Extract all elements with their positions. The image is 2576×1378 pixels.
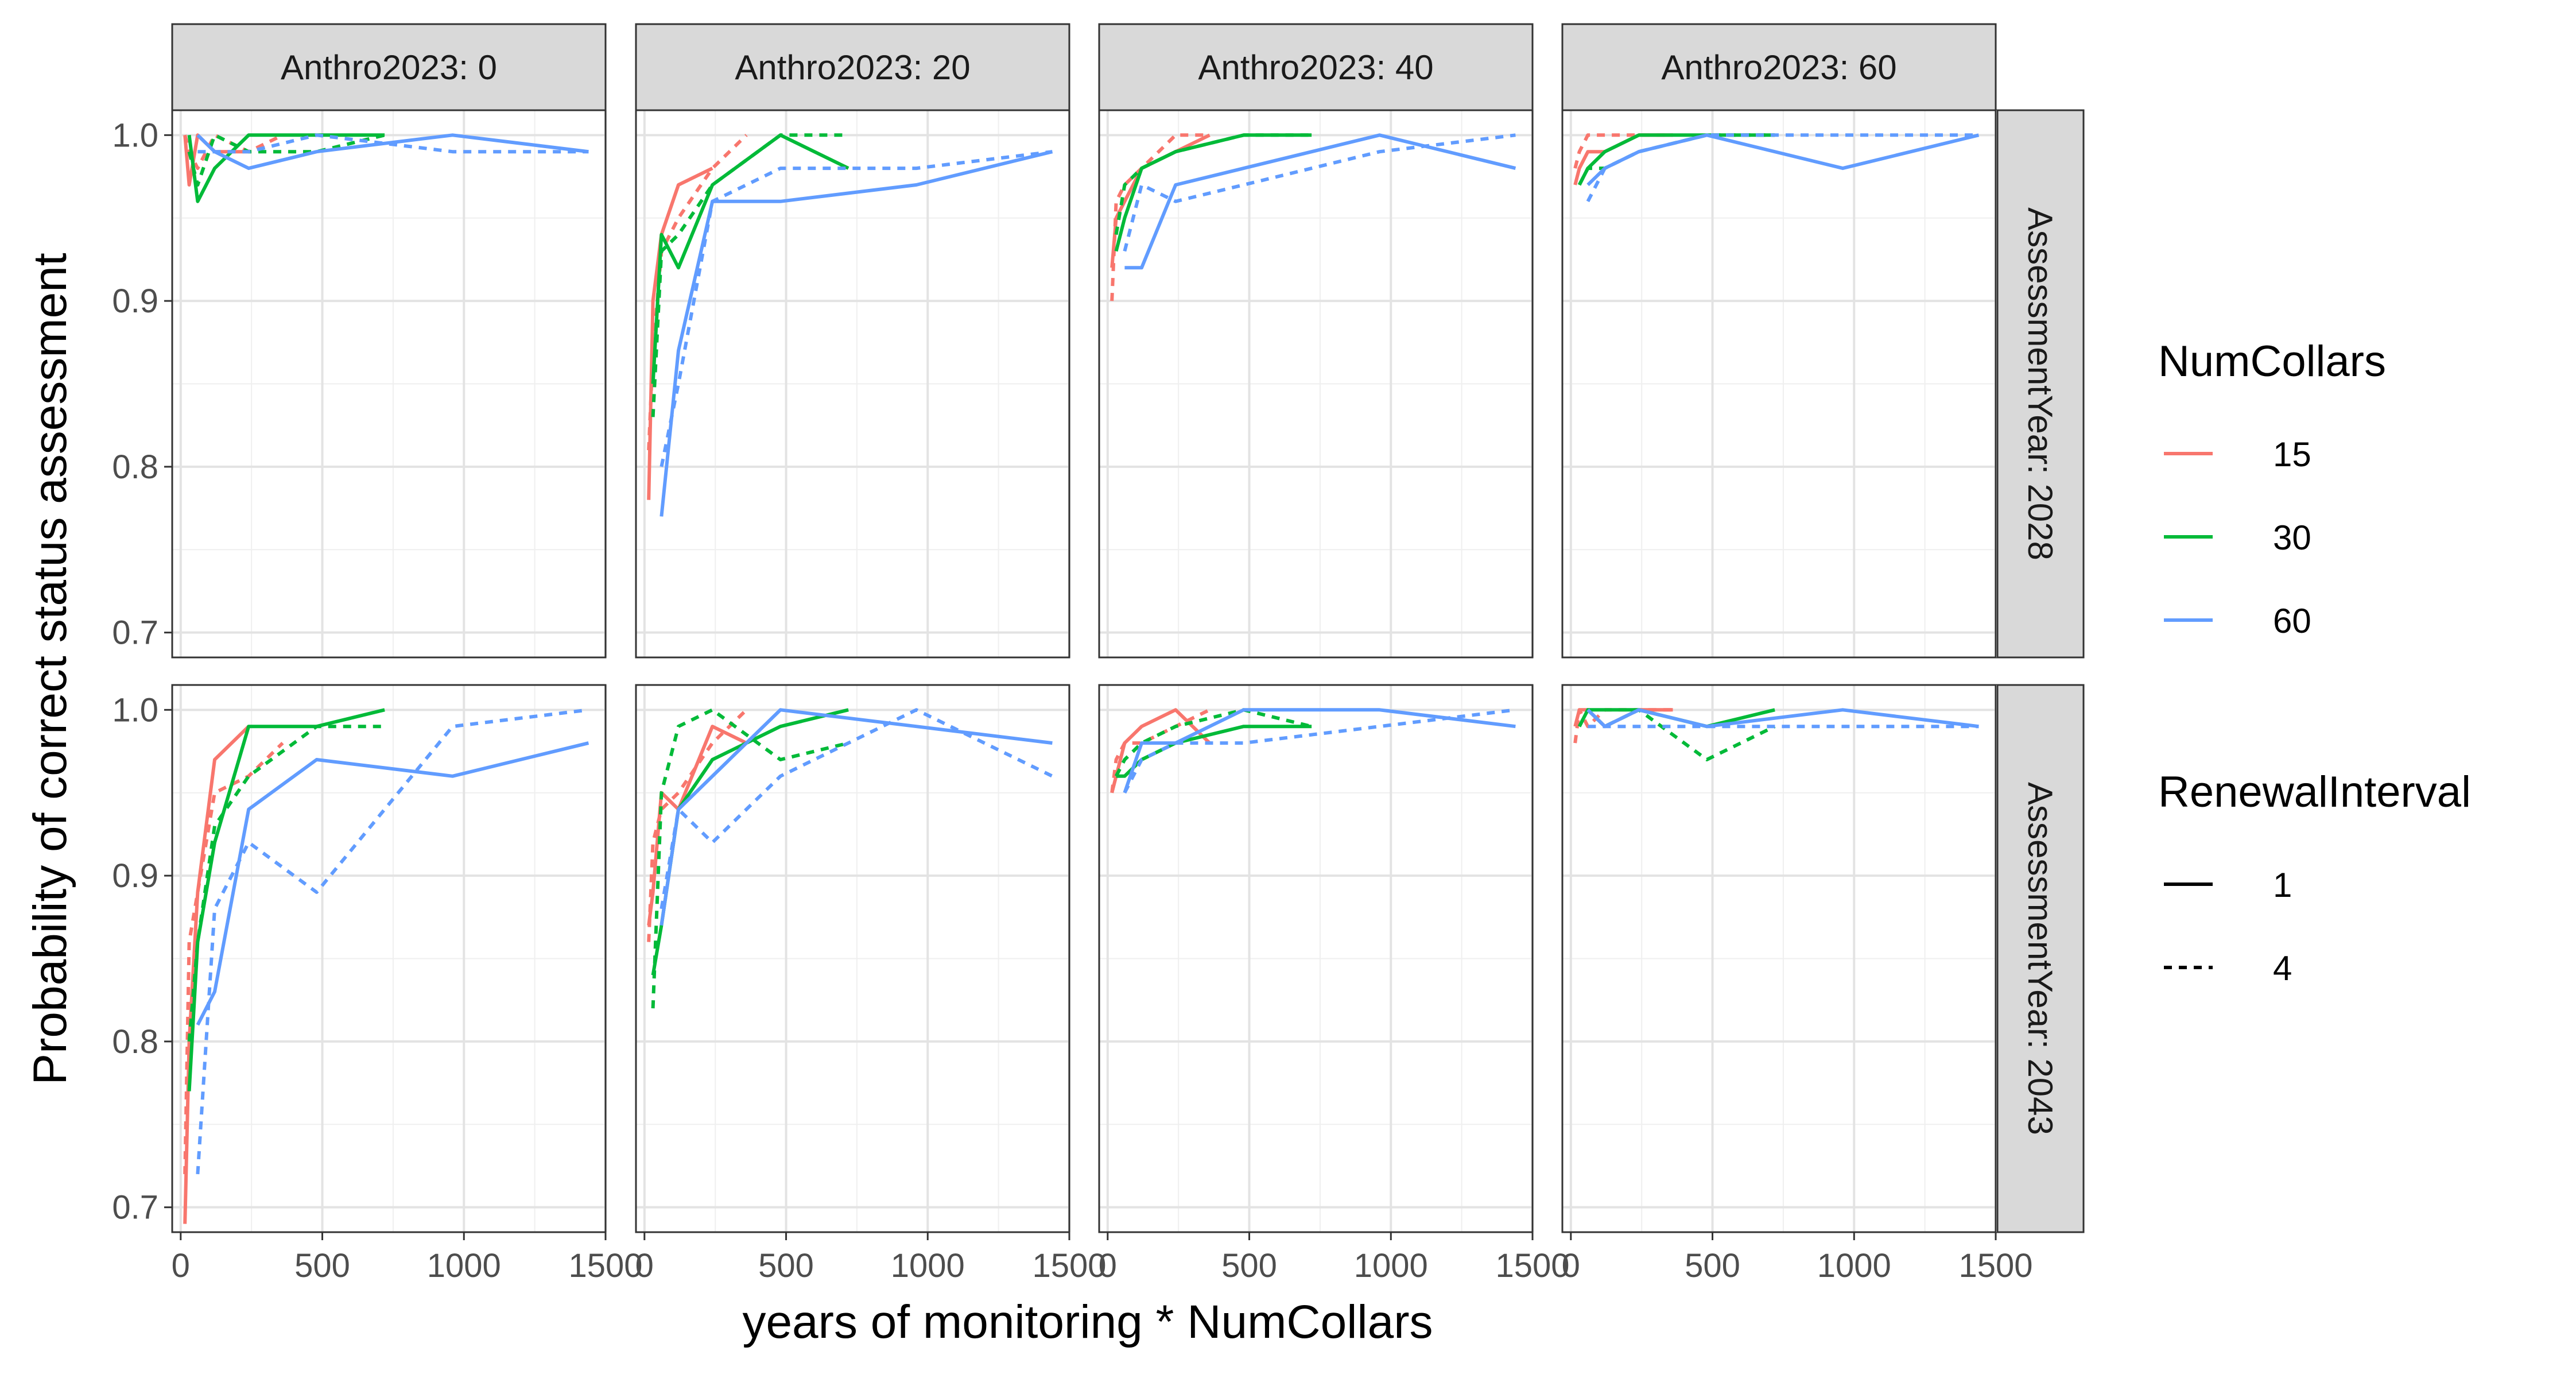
facet-col-label: Anthro2023: 60 [1661,48,1896,87]
y-axis-title: Probability of correct status assessment [24,253,76,1085]
x-tick-label: 1000 [891,1247,965,1284]
facet-panel [1561,684,1997,1233]
legend-linetype-label: 1 [2273,866,2292,904]
series-line-15-renewal-1 [647,725,747,926]
facet-panel [635,684,1070,1233]
series-group [647,133,1053,517]
facet-panel [171,684,607,1233]
facet-panel [1561,109,1997,659]
panel-border [171,109,607,659]
x-tick-label: 0 [172,1247,190,1284]
series-group [1110,133,1516,301]
y-tick-label: 0.9 [112,857,158,895]
panels: Anthro2023: 0 Anthro2023: 20 Anthro2023: 4… [171,23,2085,1233]
series-line-30-renewal-4 [187,133,385,187]
legend: NumCollars 15 30 60 RenewalInterval 1 4 [2158,337,2471,988]
series-group [1573,133,1980,203]
series-line-60-renewal-1 [1586,708,1979,729]
series-line-60-renewal-1 [1123,708,1516,793]
x-tick-label: 500 [1685,1247,1740,1284]
series-line-15-renewal-4 [647,134,748,451]
series-line-60-renewal-1 [659,150,1053,517]
facet-panel [1098,684,1534,1233]
x-tick-label: 0 [1099,1247,1117,1284]
panel-border [1561,684,1997,1233]
series-line-30-renewal-1 [651,708,849,976]
x-tick-label: 1000 [1817,1247,1891,1284]
series-line-15-renewal-4 [1110,133,1210,301]
series-group [183,708,589,1224]
series-line-60-renewal-4 [1123,133,1516,252]
facet-panel [171,109,607,659]
series-group [647,708,1053,1009]
panel-border [635,684,1070,1233]
series-line-15-renewal-4 [1110,708,1211,793]
series-line-30-renewal-4 [651,708,849,1009]
x-tick-label: 1000 [1354,1247,1428,1284]
facet-row-label: AssessmentYear: 2028 [2021,207,2059,560]
facet-col-label: Anthro2023: 20 [735,48,970,87]
series-group [183,133,589,203]
y-tick-label: 1.0 [112,691,158,729]
series-line-60-renewal-1 [1124,133,1516,270]
series-line-30-renewal-1 [1116,725,1312,778]
y-tick-label: 0.8 [112,1023,158,1060]
series-line-30-renewal-4 [651,133,849,417]
x-tick-label: 1500 [1032,1247,1106,1284]
series-line-30-renewal-1 [651,133,849,384]
x-tick-label: 1500 [568,1247,642,1284]
series-line-15-renewal-4 [183,741,284,1174]
x-axis-title: years of monitoring * NumCollars [742,1296,1433,1348]
panel-border [1098,109,1534,659]
legend-color-label: 60 [2273,602,2311,640]
facet-col-label: Anthro2023: 40 [1198,48,1433,87]
x-tick-label: 0 [1562,1247,1580,1284]
legend-linetype-title: RenewalInterval [2158,768,2471,816]
y-tick-label: 0.9 [112,282,158,320]
panel-border [171,684,607,1233]
x-tick-label: 1000 [427,1247,501,1284]
facet-panel [1098,109,1534,659]
series-line-60-renewal-4 [1123,708,1516,794]
series-line-30-renewal-4 [1114,133,1312,235]
panel-border [635,109,1070,659]
x-tick-label: 0 [635,1247,654,1284]
facet-strip-row [1996,109,2085,659]
facet-strip-col [1098,23,1534,111]
facet-strip-col [171,23,607,111]
legend-color-label: 15 [2273,435,2311,474]
legend-color-label: 30 [2273,518,2311,557]
legend-color-title: NumCollars [2158,337,2386,386]
facet-col-label: Anthro2023: 0 [281,48,497,87]
facet-strip-row [1996,684,2085,1233]
series-line-30-renewal-4 [1114,708,1312,777]
y-tick-label: 0.7 [112,1189,158,1226]
y-tick-label: 0.8 [112,448,158,486]
panel-border [1098,684,1534,1233]
series-line-60-renewal-1 [196,133,589,171]
y-tick-label: 0.7 [112,614,158,652]
x-tick-label: 1500 [1958,1247,2032,1284]
x-tick-label: 500 [294,1247,350,1284]
facet-strip-col [635,23,1070,111]
series-line-60-renewal-4 [196,708,589,1175]
series-line-60-renewal-4 [1586,133,1979,203]
series-group [1573,708,1979,761]
series-line-15-renewal-1 [183,725,250,1224]
x-tick-label: 500 [1221,1247,1277,1284]
legend-linetype-label: 4 [2273,949,2292,988]
x-tick-label: 500 [758,1247,814,1284]
facet-row-label: AssessmentYear: 2043 [2021,782,2059,1135]
y-tick-label: 1.0 [112,117,158,154]
series-line-60-renewal-4 [659,708,1053,909]
panel-border [1561,109,1997,659]
series-line-60-renewal-1 [196,741,589,1026]
series-group [1110,708,1516,794]
facet-panel [635,109,1070,659]
x-tick-label: 1500 [1495,1247,1569,1284]
series-line-15-renewal-1 [1110,708,1211,793]
series-line-15-renewal-4 [647,709,748,942]
